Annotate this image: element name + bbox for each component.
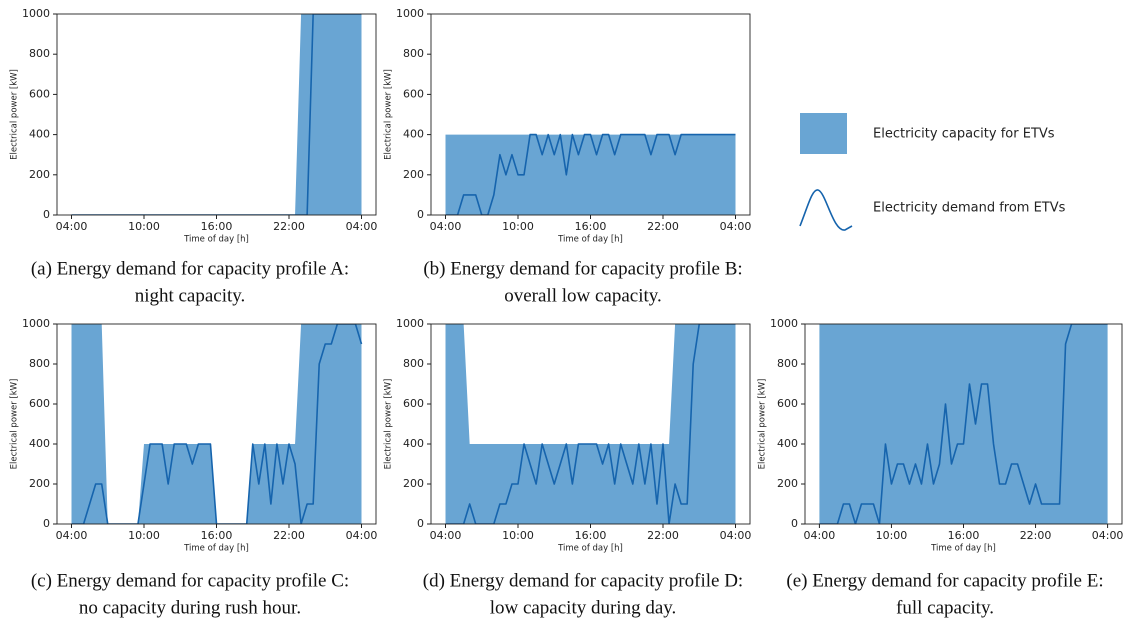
x-tick-label: 22:00	[273, 529, 305, 542]
y-tick-label: 800	[29, 47, 50, 60]
x-tick-label: 04:00	[720, 220, 752, 233]
demand-line	[445, 324, 736, 524]
y-axis-label: Electrical power [kW]	[758, 379, 768, 470]
legend-line	[799, 189, 853, 231]
caption: full capacity.	[896, 597, 994, 618]
y-tick-label: 400	[403, 437, 424, 450]
x-axis-label: Time of day [h]	[183, 544, 249, 554]
y-axis-label: Electrical power [kW]	[10, 69, 20, 160]
caption: (d) Energy demand for capacity profile D…	[423, 570, 743, 591]
y-tick-label: 800	[403, 47, 424, 60]
caption: (b) Energy demand for capacity profile B…	[423, 258, 742, 279]
caption: low capacity during day.	[490, 597, 677, 618]
caption: (a) Energy demand for capacity profile A…	[31, 258, 349, 279]
x-tick-label: 10:00	[502, 220, 534, 233]
x-tick-label: 22:00	[647, 220, 679, 233]
y-tick-label: 1000	[770, 317, 798, 330]
y-tick-label: 600	[403, 87, 424, 100]
x-tick-label: 10:00	[128, 529, 160, 542]
y-tick-label: 1000	[396, 317, 424, 330]
y-tick-label: 400	[29, 128, 50, 141]
y-tick-label: 600	[29, 87, 50, 100]
y-tick-label: 800	[777, 357, 798, 370]
legend-label: Electricity capacity for ETVs	[873, 127, 1055, 142]
capacity-area	[819, 324, 1108, 524]
y-tick-label: 200	[403, 477, 424, 490]
y-tick-label: 600	[29, 397, 50, 410]
y-axis-label: Electrical power [kW]	[10, 379, 20, 470]
demand-line	[71, 324, 363, 524]
y-tick-label: 200	[29, 477, 50, 490]
caption: no capacity during rush hour.	[79, 597, 301, 618]
x-tick-label: 22:00	[273, 220, 305, 233]
y-tick-label: 600	[403, 397, 424, 410]
y-tick-label: 800	[403, 357, 424, 370]
caption: (e) Energy demand for capacity profile E…	[786, 570, 1103, 591]
x-axis-label: Time of day [h]	[557, 235, 623, 245]
legend-label: Electricity demand from ETVs	[873, 201, 1066, 216]
x-tick-label: 10:00	[128, 220, 160, 233]
x-tick-label: 04:00	[56, 529, 88, 542]
x-tick-label: 04:00	[804, 529, 836, 542]
x-axis-label: Time of day [h]	[183, 235, 249, 245]
y-tick-label: 200	[403, 168, 424, 181]
y-tick-label: 0	[417, 208, 424, 221]
x-tick-label: 16:00	[575, 220, 607, 233]
capacity-area	[445, 134, 736, 215]
caption: (c) Energy demand for capacity profile C…	[31, 570, 349, 591]
x-tick-label: 04:00	[720, 529, 752, 542]
demand-line	[819, 324, 1108, 524]
y-axis-label: Electrical power [kW]	[384, 69, 394, 160]
x-tick-label: 04:00	[1092, 529, 1124, 542]
x-tick-label: 10:00	[502, 529, 534, 542]
capacity-area	[71, 324, 362, 524]
y-tick-label: 400	[29, 437, 50, 450]
y-tick-label: 400	[403, 128, 424, 141]
caption: night capacity.	[135, 285, 246, 306]
y-tick-label: 1000	[22, 7, 50, 20]
legend-swatch	[800, 113, 847, 154]
y-tick-label: 200	[29, 168, 50, 181]
y-axis-label: Electrical power [kW]	[384, 379, 394, 470]
y-tick-label: 600	[777, 397, 798, 410]
x-tick-label: 16:00	[948, 529, 980, 542]
y-tick-label: 400	[777, 437, 798, 450]
y-tick-label: 1000	[22, 317, 50, 330]
x-tick-label: 04:00	[346, 529, 378, 542]
x-tick-label: 22:00	[1020, 529, 1052, 542]
x-tick-label: 04:00	[430, 529, 462, 542]
x-tick-label: 16:00	[575, 529, 607, 542]
capacity-area	[71, 14, 362, 215]
y-tick-label: 0	[417, 517, 424, 530]
x-tick-label: 04:00	[346, 220, 378, 233]
y-tick-label: 1000	[396, 7, 424, 20]
capacity-area	[445, 324, 736, 524]
y-tick-label: 0	[791, 517, 798, 530]
y-tick-label: 0	[43, 208, 50, 221]
y-tick-label: 200	[777, 477, 798, 490]
x-tick-label: 16:00	[201, 529, 233, 542]
x-tick-label: 22:00	[647, 529, 679, 542]
caption: overall low capacity.	[504, 285, 662, 306]
demand-line	[445, 133, 736, 215]
y-tick-label: 0	[43, 517, 50, 530]
x-tick-label: 10:00	[876, 529, 908, 542]
y-tick-label: 800	[29, 357, 50, 370]
x-axis-label: Time of day [h]	[930, 544, 996, 554]
x-tick-label: 04:00	[430, 220, 462, 233]
x-tick-label: 04:00	[56, 220, 88, 233]
x-tick-label: 16:00	[201, 220, 233, 233]
x-axis-label: Time of day [h]	[557, 544, 623, 554]
